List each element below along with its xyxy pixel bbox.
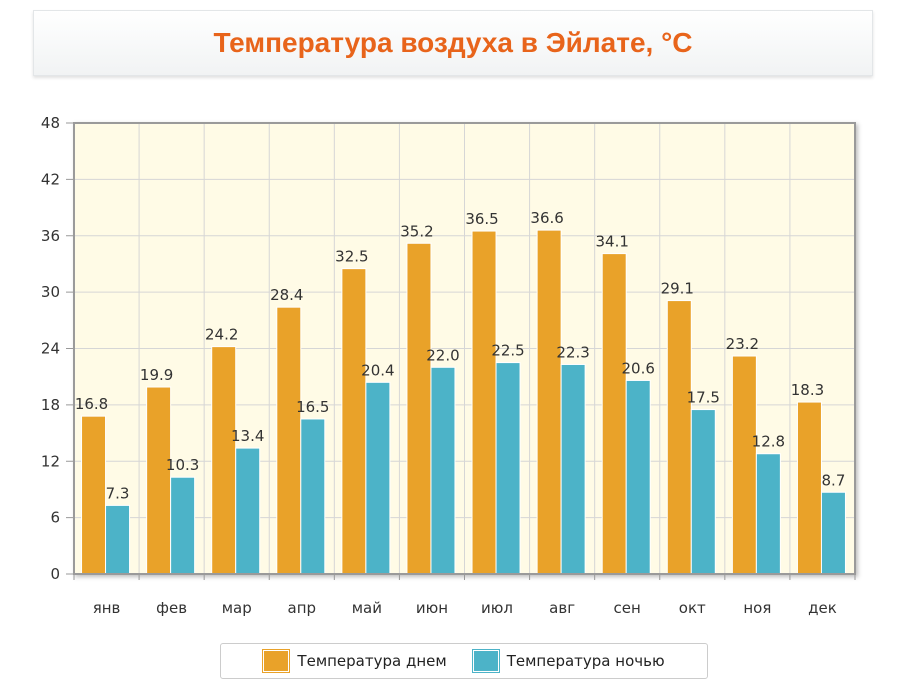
x-category-label: сен (614, 599, 641, 617)
x-category-label: июн (416, 599, 448, 617)
bar-day (341, 268, 367, 575)
y-tick-label: 30 (41, 283, 60, 301)
x-category-label: ноя (743, 599, 771, 617)
y-tick-label: 36 (41, 227, 60, 245)
data-label-night: 20.6 (622, 359, 655, 377)
x-category-label: дек (808, 599, 837, 617)
legend-swatch-night (471, 649, 500, 673)
y-tick-label: 12 (41, 452, 60, 470)
data-label-day: 24.2 (205, 326, 238, 344)
bar-day (211, 346, 237, 575)
data-label-day: 34.1 (596, 233, 629, 251)
bar-day (146, 386, 172, 575)
bar-day (796, 401, 822, 575)
y-tick-label: 18 (41, 396, 60, 414)
chart-title-bar: Температура воздуха в Эйлате, °C (33, 10, 873, 76)
data-label-day: 29.1 (661, 280, 694, 298)
chart-legend: Температура днем Температура ночью (220, 643, 708, 679)
legend-label-day: Температура днем (297, 652, 447, 670)
y-tick-label: 48 (41, 114, 60, 132)
bar-night (300, 418, 326, 575)
x-category-label: фев (156, 599, 187, 617)
data-label-day: 32.5 (335, 248, 368, 266)
x-category-label: окт (679, 599, 706, 617)
data-label-night: 22.3 (556, 343, 589, 361)
bar-day (536, 229, 562, 575)
data-label-day: 23.2 (726, 335, 759, 353)
y-tick-label: 42 (41, 170, 60, 188)
bar-day (471, 230, 497, 575)
bar-day (731, 355, 757, 575)
x-category-label: авг (549, 599, 575, 617)
bar-day (81, 415, 107, 575)
y-tick-label: 6 (50, 509, 60, 527)
legend-label-night: Температура ночью (506, 652, 665, 670)
x-category-label: июл (481, 599, 513, 617)
legend-item-day[interactable]: Температура днем (262, 649, 447, 673)
x-category-label: янв (93, 599, 121, 617)
bar-night (560, 363, 586, 575)
data-label-night: 7.3 (106, 484, 130, 502)
bar-night (755, 453, 781, 575)
data-label-night: 8.7 (822, 471, 846, 489)
x-category-label: апр (288, 599, 317, 617)
y-tick-label: 24 (41, 340, 60, 358)
data-label-night: 17.5 (687, 389, 720, 407)
data-label-night: 10.3 (166, 456, 199, 474)
y-tick-label: 0 (50, 565, 60, 583)
chart-title: Температура воздуха в Эйлате, °C (213, 27, 693, 58)
legend-swatch-day (262, 649, 291, 673)
bar-day (406, 242, 432, 575)
bar-night (235, 447, 261, 575)
data-label-day: 36.5 (465, 210, 498, 228)
bar-night (365, 381, 391, 575)
bar-night (625, 379, 651, 575)
bar-night (820, 491, 846, 575)
data-label-night: 22.0 (426, 346, 459, 364)
bar-night (170, 476, 196, 575)
data-label-day: 16.8 (75, 395, 108, 413)
data-label-day: 18.3 (791, 381, 824, 399)
bar-night (105, 504, 131, 575)
temperature-bar-chart: 0 6 12 18 24 30 36 42 48 янв фев мар апр май июн июл авг… (41, 114, 856, 617)
data-label-day: 19.9 (140, 366, 173, 384)
bar-night (495, 362, 521, 575)
x-category-label: май (352, 599, 382, 617)
bar-day (666, 300, 692, 575)
bar-day (601, 253, 627, 575)
legend-item-night[interactable]: Температура ночью (471, 649, 665, 673)
bar-day (276, 306, 302, 575)
bar-night (690, 409, 716, 575)
bar-night (430, 366, 456, 575)
data-label-night: 20.4 (361, 361, 394, 379)
data-label-day: 28.4 (270, 286, 303, 304)
data-label-night: 22.5 (491, 342, 524, 360)
data-label-day: 36.6 (530, 209, 563, 227)
data-label-night: 16.5 (296, 398, 329, 416)
data-label-day: 35.2 (400, 222, 433, 240)
data-label-night: 13.4 (231, 427, 264, 445)
plot-frame (73, 122, 856, 575)
x-category-label: мар (222, 599, 252, 617)
data-label-night: 12.8 (752, 433, 785, 451)
